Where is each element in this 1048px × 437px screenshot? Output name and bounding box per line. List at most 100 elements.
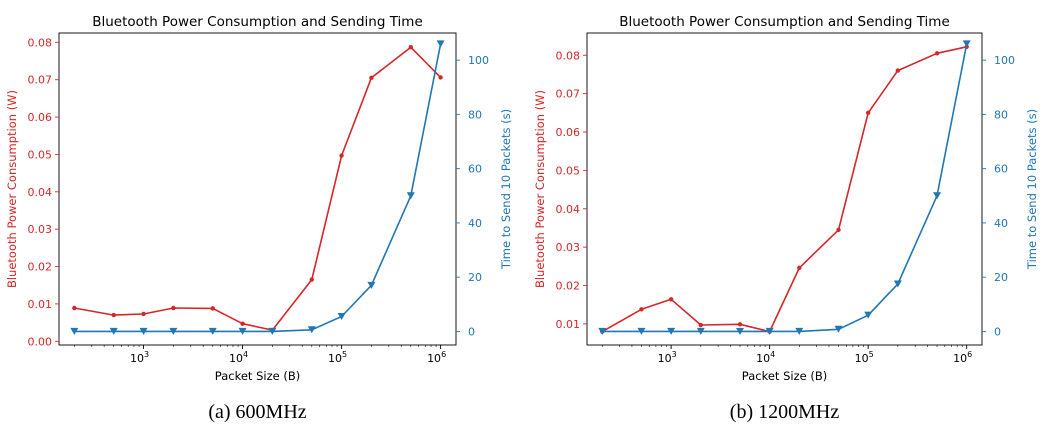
right-y-tick-label: 80	[468, 108, 482, 121]
left-y-tick-label: 0.04	[556, 203, 581, 216]
time-point	[893, 280, 902, 288]
time-point	[367, 281, 376, 289]
time-point	[933, 192, 942, 200]
left-y-tick-label: 0.03	[556, 241, 581, 254]
right-y-tick-label: 60	[994, 163, 1008, 176]
chart-title: Bluetooth Power Consumption and Sending …	[92, 14, 423, 30]
time-point	[864, 311, 873, 319]
power-point	[438, 75, 443, 80]
time-point	[667, 327, 676, 335]
time-point	[268, 327, 277, 335]
left-y-tick-label: 0.06	[556, 126, 581, 139]
x-tick-label: 104	[229, 350, 248, 365]
time-point	[139, 327, 148, 335]
chart-title: Bluetooth Power Consumption and Sending …	[619, 14, 950, 30]
x-tick-label: 105	[328, 350, 347, 365]
right-y-tick-label: 20	[468, 271, 482, 284]
x-tick-label: 103	[658, 350, 677, 365]
time-point	[337, 313, 346, 321]
time-point	[962, 40, 971, 48]
x-tick-label: 103	[130, 350, 149, 365]
left-y-tick-label: 0.08	[28, 36, 53, 49]
time-point	[109, 327, 118, 335]
plot-frame	[58, 32, 457, 346]
x-tick-label: 106	[953, 350, 972, 365]
left-y-tick-label: 0.08	[556, 49, 581, 62]
left-y-tick-label: 0.05	[28, 148, 53, 161]
x-tick-label: 106	[427, 350, 446, 365]
time-point	[735, 327, 744, 335]
x-axis-label: Packet Size (B)	[215, 369, 300, 383]
right-y-tick-label: 80	[994, 108, 1008, 121]
power-point	[698, 322, 703, 328]
left-y-tick-label: 0.05	[556, 164, 581, 177]
time-point	[696, 327, 705, 335]
time-point	[436, 40, 445, 48]
left-y-tick-label: 0.01	[28, 298, 53, 311]
plot-frame	[586, 32, 983, 346]
time-point	[238, 327, 247, 335]
figure-caption: (a) 600MHz	[208, 401, 306, 423]
time-point	[406, 192, 415, 200]
time-point	[307, 326, 316, 334]
figure-caption: (b) 1200MHz	[730, 401, 840, 423]
panel-600mhz: Bluetooth Power Consumption and Sending …	[5, 14, 513, 423]
left-y-tick-label: 0.04	[28, 186, 53, 199]
right-y-tick-label: 0	[468, 325, 475, 338]
power-point	[210, 306, 215, 311]
left-y-tick-label: 0.02	[28, 261, 53, 274]
time-series-line	[74, 43, 442, 333]
power-point	[171, 305, 176, 311]
power-point	[309, 277, 314, 282]
right-y-tick-label: 40	[468, 217, 482, 230]
power-point	[668, 297, 674, 302]
right-y-tick-label: 100	[468, 54, 489, 67]
time-series-line	[602, 43, 968, 333]
right-y-tick-label: 20	[994, 271, 1008, 284]
right-y-tick-label: 0	[994, 325, 1001, 338]
right-y-tick-label: 40	[994, 217, 1008, 230]
time-point	[637, 327, 646, 335]
power-point	[141, 311, 146, 317]
left-y-tick-label: 0.06	[28, 111, 53, 124]
power-point	[72, 305, 77, 311]
x-tick-label: 105	[855, 350, 874, 365]
power-point	[369, 75, 374, 81]
power-point	[895, 68, 901, 73]
time-point	[70, 327, 79, 335]
time-point	[598, 327, 607, 335]
power-point	[737, 322, 743, 327]
left-y-tick-label: 0.00	[28, 335, 53, 348]
x-tick-label: 104	[756, 350, 775, 365]
time-point	[795, 327, 804, 335]
power-point	[934, 51, 940, 56]
x-axis-label: Packet Size (B)	[742, 369, 827, 383]
time-point	[834, 325, 843, 333]
left-y-tick-label: 0.07	[28, 74, 53, 87]
right-y-tick-label: 60	[468, 163, 482, 176]
power-point	[240, 321, 245, 326]
power-point	[639, 307, 644, 312]
power-point	[865, 110, 871, 116]
panel-1200mhz: Bluetooth Power Consumption and Sending …	[533, 14, 1039, 423]
right-y-axis-label: Time to Send 10 Packets (s)	[499, 109, 513, 270]
power-point	[339, 153, 344, 158]
time-point	[169, 327, 178, 335]
power-point	[111, 312, 116, 318]
right-y-tick-label: 100	[994, 54, 1015, 67]
power-point	[836, 227, 841, 233]
left-y-axis-label: Bluetooth Power Consumption (W)	[5, 90, 19, 288]
time-point	[765, 327, 774, 335]
time-point	[208, 327, 217, 335]
power-series-line	[74, 46, 442, 331]
left-y-tick-label: 0.03	[28, 223, 53, 236]
power-point	[797, 265, 802, 271]
right-y-axis-label: Time to Send 10 Packets (s)	[1025, 109, 1039, 270]
left-y-tick-label: 0.02	[556, 280, 581, 293]
power-point	[408, 44, 414, 50]
left-y-tick-label: 0.07	[556, 88, 581, 101]
left-y-axis-label: Bluetooth Power Consumption (W)	[533, 90, 547, 288]
power-series-line	[601, 46, 967, 333]
left-y-tick-label: 0.01	[556, 318, 581, 331]
